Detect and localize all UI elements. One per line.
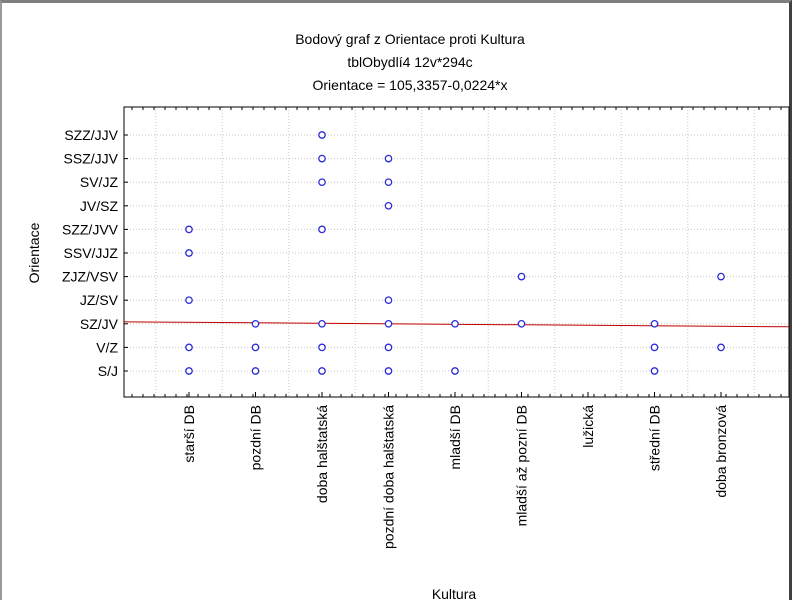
title-line-1: Bodový graf z Orientace proti Kultura — [295, 31, 525, 47]
title-line-3: Orientace = 105,3357-0,0224*x — [313, 77, 508, 93]
data-point — [318, 319, 326, 328]
y-axis-label: Orientace — [26, 222, 42, 283]
data-point — [451, 319, 459, 328]
y-tick-label: SZ/JV — [80, 316, 119, 332]
plot-area: S/J V/Z SZ/JV JZ/SV ZJZ/VSV SSV/JJZ SZZ/JVV JV/… — [62, 106, 790, 549]
data-point — [318, 154, 326, 163]
y-tick-label: ZJZ/VSV — [62, 269, 119, 285]
data-point — [384, 178, 393, 187]
data-point — [185, 296, 193, 305]
data-point — [384, 154, 393, 163]
y-tick-label: S/J — [98, 363, 118, 379]
x-tick-label: pozdní doba halštatská — [381, 405, 397, 549]
data-point — [251, 343, 260, 352]
data-point — [185, 225, 193, 234]
data-point — [318, 367, 326, 375]
data-point — [251, 367, 260, 375]
data-point — [650, 343, 659, 352]
x-axis-label: Kultura — [432, 586, 477, 602]
data-point — [384, 343, 393, 352]
x-tick-label: doba halštatská — [314, 405, 330, 503]
chart-title: Bodový graf z Orientace proti Kultura tb… — [295, 31, 525, 93]
data-point — [185, 367, 193, 375]
data-point — [517, 319, 526, 328]
y-tick-label: SSV/JJZ — [64, 245, 119, 261]
data-point — [318, 131, 326, 139]
x-tick-label: mladší DB — [447, 405, 463, 470]
y-tick-label: SZZ/JJV — [64, 127, 118, 143]
scatter-plot: Bodový graf z Orientace proti Kultura tb… — [26, 31, 790, 602]
plot-frame — [123, 106, 790, 398]
y-tick-label: SSZ/JJV — [64, 151, 119, 167]
data-point — [318, 178, 326, 187]
x-tick-label: střední DB — [647, 405, 663, 471]
y-tick-label: SV/JZ — [80, 174, 119, 190]
data-point — [318, 343, 326, 352]
y-tick-label: SZZ/JVV — [62, 221, 119, 237]
data-point — [384, 319, 393, 328]
data-point — [384, 296, 393, 305]
data-point — [384, 201, 393, 210]
title-line-2: tblObydlí4 12v*294c — [347, 54, 472, 70]
y-tick-label: JV/SZ — [80, 198, 119, 214]
x-tick-label: mladší až pozní DB — [514, 405, 530, 526]
data-point — [717, 272, 725, 281]
data-point — [251, 319, 260, 328]
data-point — [185, 249, 193, 257]
data-point — [318, 225, 326, 234]
x-tick-label: doba bronzová — [713, 405, 729, 498]
data-point — [451, 367, 459, 375]
x-tick-label: starší DB — [181, 405, 197, 463]
x-tick-label: pozdní DB — [248, 405, 264, 470]
data-point — [185, 343, 193, 352]
data-point — [650, 319, 659, 328]
y-tick-label: JZ/SV — [80, 292, 119, 308]
data-point — [717, 343, 725, 352]
data-point — [650, 367, 659, 375]
data-point — [517, 272, 526, 281]
data-point — [384, 367, 393, 375]
x-tick-label: lužická — [580, 405, 596, 448]
y-tick-label: V/Z — [96, 339, 118, 355]
